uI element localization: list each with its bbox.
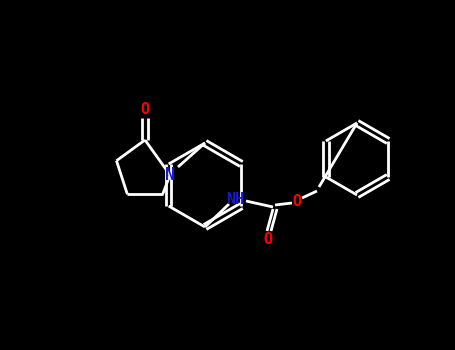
Text: N: N [165,166,175,184]
Text: NH: NH [226,191,244,206]
Text: O: O [263,232,273,247]
Text: O: O [141,102,150,117]
Text: O: O [293,194,302,209]
